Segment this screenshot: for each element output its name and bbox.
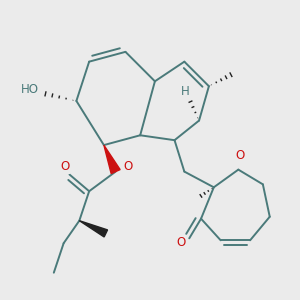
Text: O: O <box>236 149 245 162</box>
Text: O: O <box>60 160 69 173</box>
Polygon shape <box>104 145 120 174</box>
Text: O: O <box>177 236 186 249</box>
Text: H: H <box>181 85 190 98</box>
Text: HO: HO <box>21 82 39 96</box>
Text: O: O <box>124 160 133 173</box>
Polygon shape <box>79 221 107 237</box>
